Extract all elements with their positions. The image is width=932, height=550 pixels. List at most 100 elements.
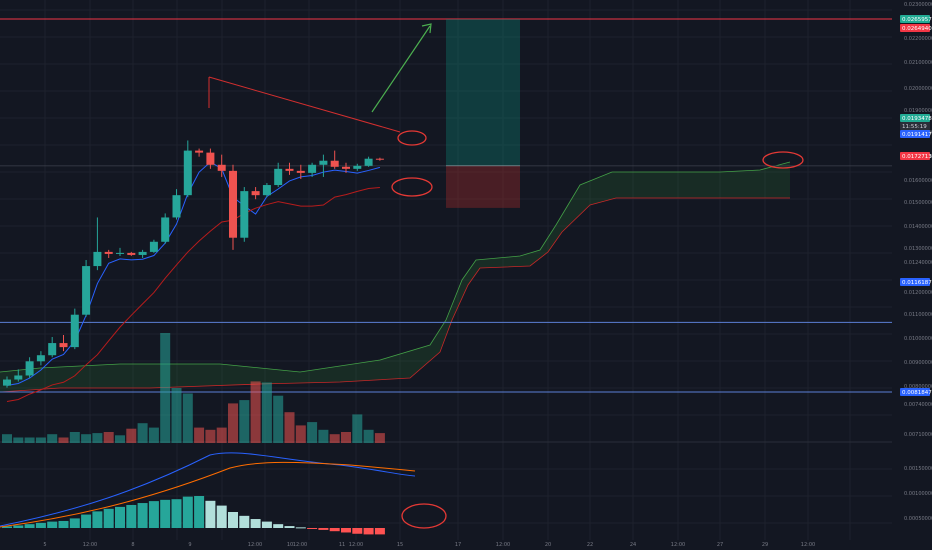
candle bbox=[25, 357, 34, 378]
volume-bar bbox=[182, 393, 193, 443]
take-profit-zone bbox=[446, 19, 520, 166]
price-tick-label: 0.00740000 bbox=[904, 402, 932, 408]
price-badge-bg bbox=[900, 114, 930, 122]
candle-body bbox=[353, 165, 362, 169]
candle-body bbox=[93, 251, 102, 267]
price-tick-label: 0.00710000 bbox=[904, 432, 932, 438]
cloud-lower-line bbox=[0, 197, 790, 393]
moving-averages bbox=[6, 161, 381, 403]
highlight-circle bbox=[391, 177, 433, 197]
price-tick-label: 0.02200000 bbox=[904, 36, 932, 42]
candle-body bbox=[319, 160, 328, 165]
cloud-fill bbox=[0, 162, 790, 392]
price-badge-bg bbox=[900, 130, 930, 138]
time-tick-label: 12:00 bbox=[83, 542, 97, 548]
time-tick-label: 12:00 bbox=[293, 542, 307, 548]
volume-bar bbox=[92, 433, 103, 443]
candle-body bbox=[274, 168, 283, 186]
candle bbox=[59, 334, 68, 352]
candle-body bbox=[82, 266, 91, 315]
volume-bar bbox=[171, 388, 182, 443]
price-tick-label: 0.01600000 bbox=[904, 178, 932, 184]
price-badge-label: 0.01934787 bbox=[902, 116, 932, 122]
candle bbox=[375, 157, 384, 161]
user-drawings[interactable] bbox=[208, 23, 804, 529]
price-badges: 0.02659571 0.02649409 0.01934787 11:55:19 0.… bbox=[900, 15, 932, 396]
time-tick-label: 5 bbox=[43, 542, 46, 548]
candle-body bbox=[25, 361, 34, 376]
macd-histogram-bar bbox=[103, 508, 114, 528]
candle-body bbox=[229, 170, 237, 238]
macd-histogram-bar bbox=[171, 499, 182, 528]
macd-histogram-bar bbox=[115, 506, 125, 528]
candle bbox=[308, 162, 317, 177]
macd-histogram-bar bbox=[58, 520, 69, 528]
volume-bar bbox=[329, 434, 340, 443]
price-badge-bg bbox=[900, 15, 930, 23]
macd-histogram-bar bbox=[137, 503, 148, 528]
candle-body bbox=[14, 375, 23, 380]
price-badge-label: 11:55:19 bbox=[902, 124, 927, 130]
long-position-box[interactable] bbox=[446, 19, 520, 208]
projection-arrow-line bbox=[371, 25, 431, 113]
volume-bar bbox=[69, 432, 80, 443]
price-badge: 0.02649409 bbox=[900, 24, 932, 32]
price-badge: 0.00818477 bbox=[900, 388, 932, 396]
price-tick-label: 0.01400000 bbox=[904, 224, 932, 230]
candle bbox=[48, 336, 57, 358]
price-tick-label: 0.02000000 bbox=[904, 86, 932, 92]
price-badge-label: 0.02649409 bbox=[902, 26, 932, 32]
time-axis[interactable]: 5 12:00 8 9 12:00 10 12:00 11 12:00 15 17 12:00 20 22… bbox=[43, 542, 815, 548]
volume-bar bbox=[307, 422, 318, 443]
price-badge: 0.01161871 bbox=[900, 278, 932, 286]
candle bbox=[262, 183, 271, 198]
highlight-circle bbox=[397, 130, 427, 146]
macd-histogram-bar bbox=[205, 500, 216, 528]
volume-bar bbox=[35, 437, 46, 443]
price-badge-label: 0.01727133 bbox=[902, 154, 932, 160]
volume-bar bbox=[194, 427, 205, 443]
signal-line bbox=[0, 461, 416, 528]
candle-body bbox=[183, 150, 192, 196]
candle bbox=[274, 162, 283, 188]
candle-body bbox=[195, 150, 204, 153]
volume-bar bbox=[115, 435, 125, 443]
candle bbox=[172, 189, 181, 220]
price-axis-bg bbox=[892, 0, 932, 550]
volume-bar bbox=[81, 434, 92, 443]
candle bbox=[161, 213, 170, 244]
volume-bar bbox=[374, 433, 385, 443]
candle-body bbox=[364, 158, 373, 166]
price-badge-label: 0.02659571 bbox=[902, 17, 932, 23]
candle bbox=[240, 187, 249, 242]
candle bbox=[319, 154, 328, 177]
price-badge: 11:55:19 bbox=[900, 122, 930, 130]
macd-histogram-bar bbox=[148, 501, 159, 528]
price-axis[interactable]: 0.02300000 0.02200000 0.02100000 0.02000000… bbox=[892, 0, 932, 550]
time-tick-label: 12:00 bbox=[671, 542, 685, 548]
time-tick-label: 9 bbox=[188, 542, 191, 548]
price-badge: 0.02659571 bbox=[900, 15, 932, 23]
candle bbox=[14, 369, 23, 382]
time-tick-label: 15 bbox=[397, 542, 403, 548]
projection-arrowhead bbox=[421, 23, 432, 34]
candle-body bbox=[59, 343, 68, 348]
volume-bar bbox=[216, 427, 227, 443]
horizontal-levels[interactable] bbox=[0, 18, 892, 393]
candle-body bbox=[116, 252, 124, 254]
time-tick-label: 11 bbox=[339, 542, 345, 548]
macd-tick-label: 0.00050000 bbox=[904, 516, 932, 522]
price-badge-bg bbox=[900, 278, 930, 286]
candle-body bbox=[149, 241, 158, 252]
ma-slow-line bbox=[6, 186, 380, 403]
macd-pane bbox=[0, 452, 416, 535]
macd-histogram-bar bbox=[194, 496, 205, 528]
candle bbox=[251, 187, 260, 200]
macd-histogram-bar bbox=[182, 496, 193, 528]
macd-histogram-bar bbox=[160, 499, 171, 528]
price-badge-label: 0.00818477 bbox=[902, 390, 932, 396]
time-tick-label: 20 bbox=[545, 542, 551, 548]
candle bbox=[217, 154, 226, 177]
price-tick-label: 0.01200000 bbox=[904, 290, 932, 296]
